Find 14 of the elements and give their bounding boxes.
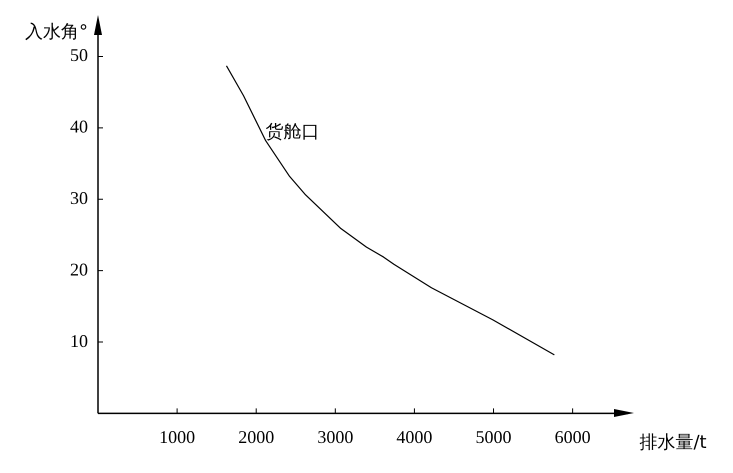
x-tick-label: 3000 [317, 426, 354, 447]
x-tick-label: 2000 [238, 426, 274, 447]
y-tick-label: 30 [70, 188, 88, 208]
y-tick-label: 20 [70, 259, 88, 280]
x-tick-label: 4000 [396, 426, 432, 447]
x-tick-label: 5000 [476, 426, 512, 447]
y-axis-title: 入水角° [25, 21, 88, 42]
x-tick-label: 1000 [159, 426, 196, 447]
annotation: 货舱口 [266, 122, 320, 143]
x-tick-label: 6000 [554, 426, 591, 447]
y-tick-label: 40 [70, 116, 88, 137]
y-tick-label: 10 [70, 330, 88, 351]
x-axis-title: 排水量/t [639, 432, 707, 454]
y-tick-label: 50 [70, 45, 88, 66]
